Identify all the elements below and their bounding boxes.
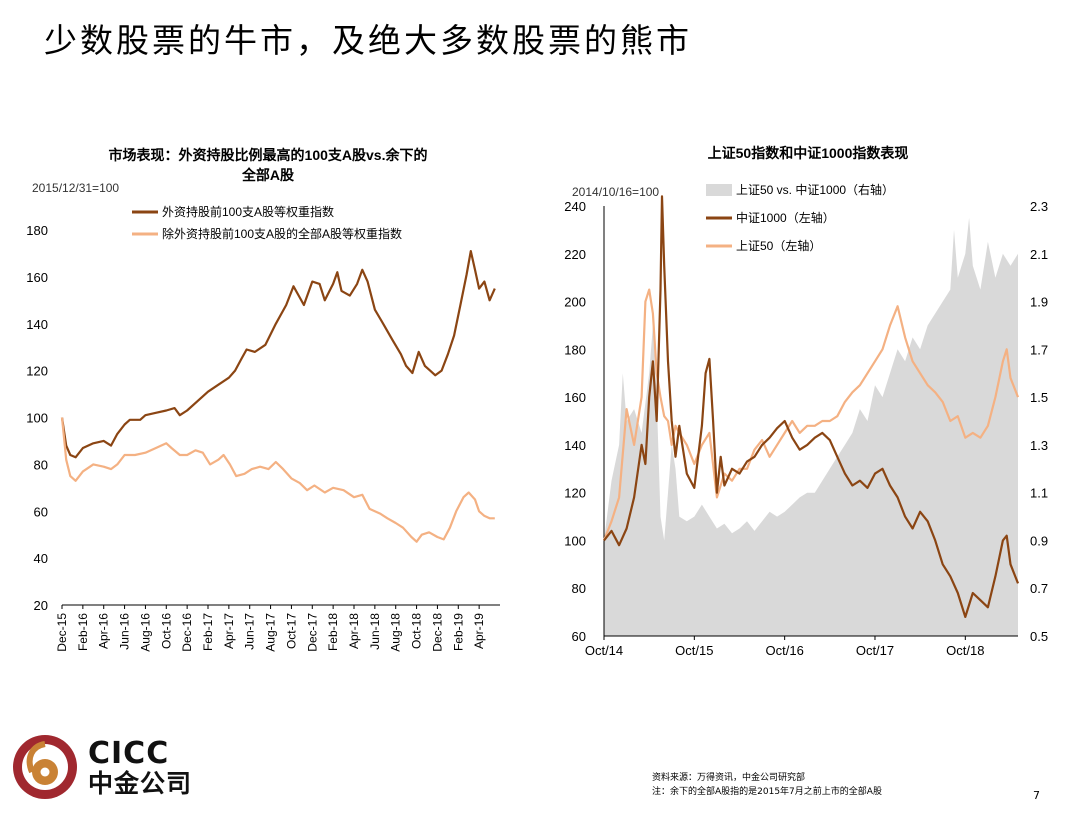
chart1-x-tick-label: Apr-18: [347, 613, 361, 649]
chart2-legend-label: 上证50 vs. 中证1000（右轴）: [736, 182, 894, 197]
chart2-x-tick-label: Oct/14: [585, 643, 623, 658]
chart1-x-tick-label: Feb-18: [326, 613, 340, 651]
chart1-x-tick-label: Jun-18: [368, 613, 382, 650]
chart1-y-tick-label: 120: [26, 364, 48, 379]
chart1-y-tick-label: 100: [26, 411, 48, 426]
chart1-y-tick-label: 60: [34, 504, 48, 519]
chart2-area-ratio: [604, 217, 1018, 636]
chart1-x-tick-label: Feb-16: [76, 613, 90, 651]
chart2-left-tick-label: 100: [564, 533, 586, 548]
chart-sse50-vs-csi1000: 上证50指数和中证1000指数表现 2014/10/16=100 60 80 100…: [564, 145, 1048, 658]
chart1-y-tick-label: 140: [26, 317, 48, 332]
chart2-right-tick-label: 0.9: [1030, 533, 1048, 548]
chart2-legend-swatch: [706, 184, 732, 196]
chart1-x-tick-label: Apr-16: [97, 613, 111, 649]
chart1-x-tick-label: Feb-17: [201, 613, 215, 651]
chart2-right-tick-label: 0.7: [1030, 581, 1048, 596]
chart2-left-tick-label: 200: [564, 295, 586, 310]
slide-title: 少数股票的牛市，及绝大多数股票的熊市: [44, 21, 692, 60]
logo-name-en: CICC: [88, 736, 170, 771]
chart2-base-note: 2014/10/16=100: [572, 185, 659, 199]
chart2-title: 上证50指数和中证1000指数表现: [708, 145, 909, 161]
page-number: 7: [1033, 789, 1040, 802]
chart1-x-tick-label: Aug-18: [389, 613, 403, 652]
chart2-right-tick-label: 2.1: [1030, 247, 1048, 262]
chart2-right-tick-label: 0.5: [1030, 629, 1048, 644]
chart1-title: 市场表现：外资持股比例最高的100支A股vs.余下的全部A股: [109, 147, 428, 183]
chart2-legend-label: 上证50（左轴）: [736, 238, 821, 253]
chart2-x-tick-label: Oct/18: [946, 643, 984, 658]
chart1-y-tick-label: 160: [26, 270, 48, 285]
chart2-left-tick-label: 60: [572, 629, 586, 644]
chart1-y-tick-label: 20: [34, 598, 48, 613]
chart1-y-tick-label: 40: [34, 551, 48, 566]
chart1-x-tick-label: Aug-17: [264, 613, 278, 652]
chart1-y-tick-label: 80: [34, 457, 48, 472]
chart2-series-line: [602, 288, 1020, 541]
footer-source: 资料来源：万得资讯，中金公司研究部: [652, 773, 806, 783]
chart-foreign-holding-top100: 市场表现：外资持股比例最高的100支A股vs.余下的全部A股 2015/12/3…: [26, 147, 500, 652]
chart1-x-tick-label: Dec-17: [305, 613, 319, 652]
chart1-x-tick-label: Apr-17: [222, 613, 236, 649]
chart1-x-tick-label: Dec-16: [180, 613, 194, 652]
cicc-logo-icon: [13, 735, 77, 799]
chart2-left-tick-label: 220: [564, 247, 586, 262]
chart1-x-tick-label: Dec-15: [55, 613, 69, 652]
chart2-right-tick-label: 1.9: [1030, 295, 1048, 310]
chart2-x-tick-label: Oct/16: [766, 643, 804, 658]
logo-name-cn: 中金公司: [88, 769, 193, 798]
chart1-x-tick-label: Aug-16: [138, 613, 152, 652]
chart1-x-tick-label: Apr-19: [472, 613, 486, 649]
chart1-x-tick-label: Jun-16: [118, 613, 132, 650]
chart1-title-line: 全部A股: [241, 167, 295, 183]
chart1-x-tick-label: Oct-16: [159, 613, 173, 649]
chart2-left-tick-label: 120: [564, 486, 586, 501]
chart2-left-tick-label: 160: [564, 390, 586, 405]
chart1-x-tick-label: Feb-19: [451, 613, 465, 651]
chart1-legend-label: 外资持股前100支A股等权重指数: [162, 204, 334, 219]
chart2-left-tick-label: 140: [564, 438, 586, 453]
chart2-right-tick-label: 1.3: [1030, 438, 1048, 453]
chart1-legend-label: 除外资持股前100支A股的全部A股等权重指数: [162, 226, 402, 241]
chart2-series-line: [603, 195, 1020, 618]
chart2-right-tick-label: 1.7: [1030, 342, 1048, 357]
footer-note: 注：余下的全部A股指的是2015年7月之前上市的全部A股: [652, 787, 882, 797]
chart2-legend-label: 中证1000（左轴）: [736, 210, 835, 225]
chart2-x-tick-label: Oct/15: [675, 643, 713, 658]
chart2-right-tick-label: 1.5: [1030, 390, 1048, 405]
chart1-x-tick-label: Oct-18: [410, 613, 424, 649]
chart1-x-tick-label: Jun-17: [243, 613, 257, 650]
chart2-left-tick-label: 180: [564, 342, 586, 357]
chart1-title-line: 市场表现：外资持股比例最高的100支A股vs.余下的: [109, 147, 428, 163]
chart1-x-tick-label: Dec-18: [430, 613, 444, 652]
chart1-y-tick-label: 180: [26, 223, 48, 238]
chart2-right-tick-label: 1.1: [1030, 486, 1048, 501]
chart1-base-note: 2015/12/31=100: [32, 181, 119, 195]
chart2-left-tick-label: 240: [564, 199, 586, 214]
chart1-series-line-2: [60, 417, 495, 543]
chart2-right-tick-label: 2.3: [1030, 199, 1048, 214]
chart2-left-tick-label: 80: [572, 581, 586, 596]
chart1-x-tick-label: Oct-17: [284, 613, 298, 649]
chart1-series-line-1: [60, 250, 496, 459]
chart2-x-tick-label: Oct/17: [856, 643, 894, 658]
